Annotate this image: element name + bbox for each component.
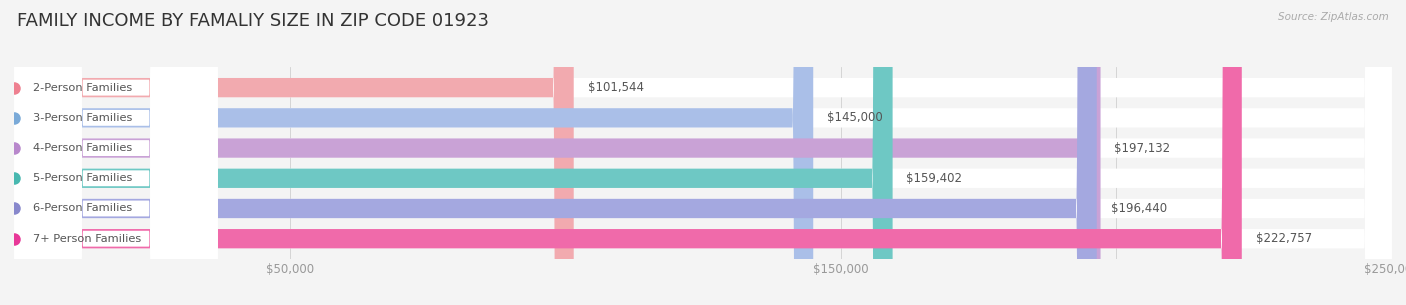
FancyBboxPatch shape [14, 0, 1392, 305]
FancyBboxPatch shape [14, 0, 218, 305]
FancyBboxPatch shape [14, 0, 1101, 305]
FancyBboxPatch shape [14, 0, 1392, 305]
Text: $196,440: $196,440 [1111, 202, 1167, 215]
Text: 6-Person Families: 6-Person Families [34, 203, 132, 213]
Text: $197,132: $197,132 [1115, 142, 1170, 155]
Text: 4-Person Families: 4-Person Families [34, 143, 132, 153]
Text: FAMILY INCOME BY FAMALIY SIZE IN ZIP CODE 01923: FAMILY INCOME BY FAMALIY SIZE IN ZIP COD… [17, 12, 489, 30]
FancyBboxPatch shape [14, 0, 218, 305]
FancyBboxPatch shape [14, 0, 218, 305]
Text: 7+ Person Families: 7+ Person Families [34, 234, 142, 244]
Text: $159,402: $159,402 [907, 172, 962, 185]
FancyBboxPatch shape [14, 0, 1392, 305]
Text: 5-Person Families: 5-Person Families [34, 173, 132, 183]
FancyBboxPatch shape [14, 0, 218, 305]
Text: $222,757: $222,757 [1256, 232, 1312, 245]
FancyBboxPatch shape [14, 0, 218, 305]
FancyBboxPatch shape [14, 0, 813, 305]
FancyBboxPatch shape [14, 0, 1241, 305]
FancyBboxPatch shape [14, 0, 1392, 305]
FancyBboxPatch shape [14, 0, 1392, 305]
Text: $145,000: $145,000 [827, 111, 883, 124]
FancyBboxPatch shape [14, 0, 574, 305]
Text: 3-Person Families: 3-Person Families [34, 113, 132, 123]
FancyBboxPatch shape [14, 0, 218, 305]
FancyBboxPatch shape [14, 0, 1392, 305]
Text: 2-Person Families: 2-Person Families [34, 83, 132, 93]
FancyBboxPatch shape [14, 0, 893, 305]
FancyBboxPatch shape [14, 0, 1097, 305]
Text: Source: ZipAtlas.com: Source: ZipAtlas.com [1278, 12, 1389, 22]
Text: $101,544: $101,544 [588, 81, 644, 94]
